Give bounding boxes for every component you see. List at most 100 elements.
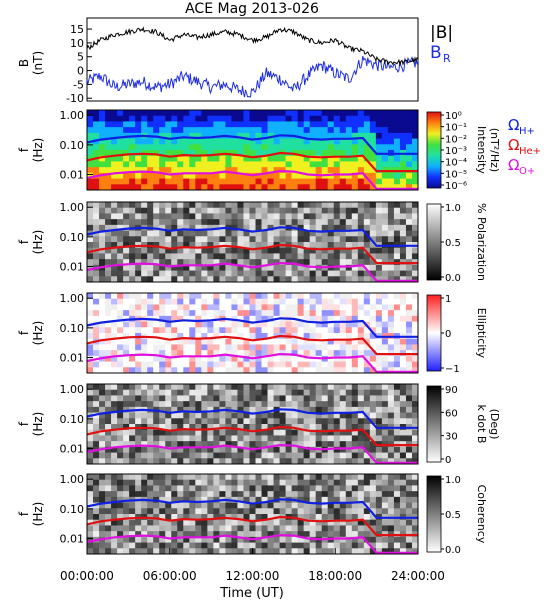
spectrum-cell (393, 479, 401, 486)
spectrum-cell (399, 367, 407, 374)
spectrum-cell (93, 167, 100, 174)
spectrum-cell (381, 270, 389, 277)
spectrum-cell (309, 474, 317, 481)
spectrum-cell (147, 531, 154, 538)
spectrum-cell (285, 395, 293, 402)
spectrum-cell (237, 144, 244, 151)
spectrum-cell (351, 236, 359, 243)
spectrum-cell (165, 230, 172, 237)
spectrum-cell (201, 236, 208, 243)
spectrum-cell (333, 508, 341, 515)
spectrum-cell (147, 310, 154, 317)
spectrum-cell (237, 418, 244, 425)
spectrum-cell (405, 127, 413, 134)
spectrum-cell (267, 458, 274, 465)
spectrum-cell (165, 333, 172, 340)
spectrum-cell (381, 213, 389, 220)
spectrum-cell (171, 496, 178, 503)
spectrum-cell (381, 304, 389, 311)
spectrum-cell (135, 485, 142, 492)
spectrum-cell (255, 276, 262, 283)
spectrum-cell (321, 144, 329, 151)
spectrum-cell (279, 310, 286, 317)
spectrum-cell (153, 435, 160, 442)
spectrum-cell (189, 361, 196, 368)
spectrum-cell (297, 150, 305, 157)
spectrum-cell (129, 115, 136, 122)
spectrum-cell (159, 202, 166, 209)
spectrum-cell (87, 536, 94, 543)
spectrum-cell (123, 155, 130, 162)
spectrum-cell (123, 178, 130, 185)
spectrum-cell (87, 418, 94, 425)
spectrum-cell (249, 338, 256, 345)
spectrum-cell (99, 161, 106, 168)
spectrum-cell (405, 401, 413, 408)
spectrum-cell (231, 184, 238, 191)
spectrum-cell (369, 406, 377, 413)
spectrum-cell (135, 355, 142, 362)
spectrum-cell (399, 161, 407, 168)
spectrum-cell (219, 253, 226, 260)
spectrum-cell (129, 474, 136, 481)
spectrum-cell (279, 491, 286, 498)
spectrum-cell (363, 253, 371, 260)
spectrum-cell (147, 264, 154, 271)
spectrum-cell (387, 121, 395, 128)
spectrum-cell (195, 127, 202, 134)
spectrum-cell (327, 150, 335, 157)
legend-omega-sub: O+ (519, 166, 535, 177)
spectrum-cell (285, 344, 293, 351)
spectrum-cell (111, 508, 118, 515)
spectrum-cell (297, 458, 305, 465)
spectrum-cell (381, 446, 389, 453)
spectrum-cell (291, 531, 299, 538)
spectrum-cell (87, 293, 94, 300)
legend-b-total: |B| (430, 23, 453, 43)
spectrum-cell (225, 304, 232, 311)
spectrum-cell (123, 253, 130, 260)
spectrum-cell (309, 429, 317, 436)
spectrum-cell (159, 525, 166, 532)
spectrum-cell (225, 338, 232, 345)
spectrum-cell (351, 172, 359, 179)
spectrum-cell (117, 491, 124, 498)
spectrum-cell (273, 350, 280, 357)
spectrum-cell (255, 264, 262, 271)
spectrum-cell (105, 548, 112, 555)
spectrum-cell (213, 202, 220, 209)
spectrum-cell (201, 384, 208, 391)
spectrum-cell (165, 452, 172, 459)
spectrum-cell (219, 184, 226, 191)
spectrum-cell (321, 321, 329, 328)
spectrum-cell (99, 310, 106, 317)
spectrum-cell (87, 508, 94, 515)
spectrum-cell (165, 355, 172, 362)
spectrum-cell (177, 542, 184, 549)
spectrum-cell (261, 435, 268, 442)
spectrum-cell (363, 435, 371, 442)
spectrum-cell (357, 315, 365, 322)
spectrum-cell (411, 219, 419, 226)
spectrum-cell (339, 253, 347, 260)
spectrum-cell (405, 361, 413, 368)
spectrum-cell (237, 531, 244, 538)
spectrum-cell (333, 514, 341, 521)
spectrum-cell (207, 514, 214, 521)
spectrum-cell (213, 395, 220, 402)
spectrum-cell (375, 121, 383, 128)
spectrum-cell (405, 172, 413, 179)
spectrum-cell (375, 542, 383, 549)
spectrum-cell (399, 270, 407, 277)
spectrum-cell (237, 401, 244, 408)
spectrum-cell (327, 219, 335, 226)
spectrum-cell (267, 121, 274, 128)
spectrum-cell (339, 242, 347, 249)
spectrum-cell (363, 150, 371, 157)
spectrum-cell (249, 213, 256, 220)
spectrum-cell (195, 167, 202, 174)
spectrum-cell (93, 458, 100, 465)
spectrum-cell (147, 536, 154, 543)
spectrum-cell (123, 536, 130, 543)
spectrum-cell (201, 355, 208, 362)
